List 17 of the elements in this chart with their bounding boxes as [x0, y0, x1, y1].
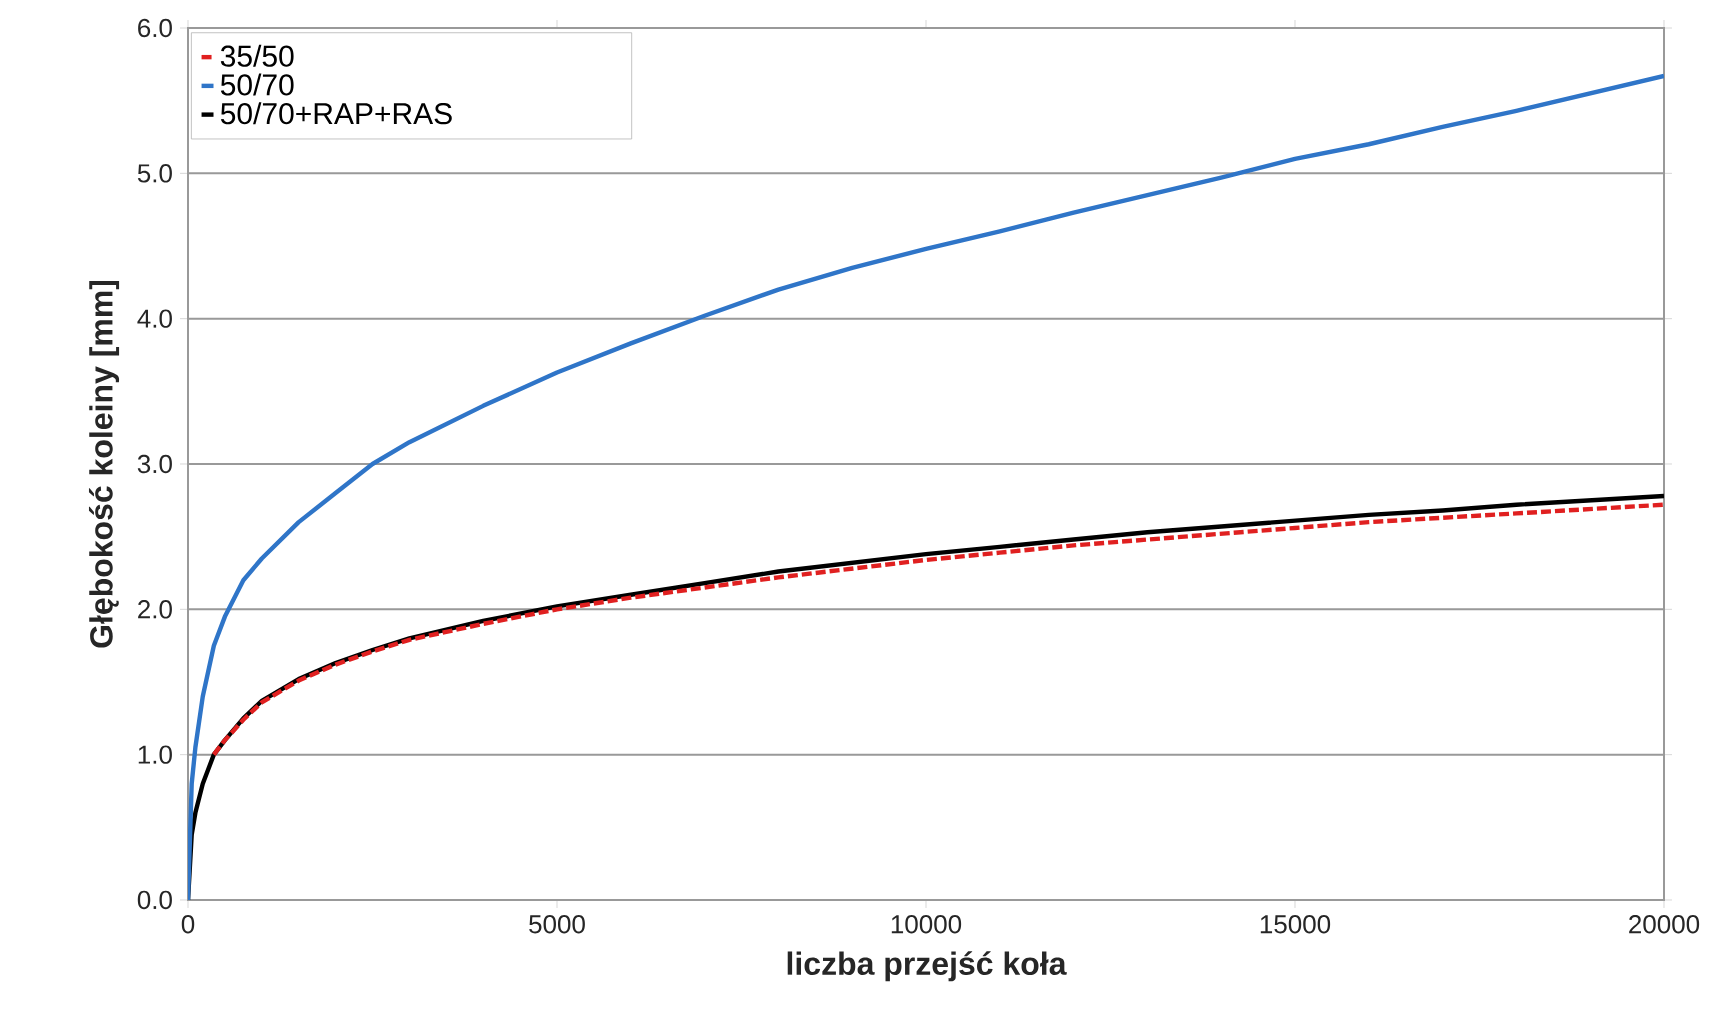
y-tick-label: 5.0	[137, 164, 172, 183]
legend-label: 50/70+RAP+RAS	[220, 102, 452, 125]
y-axis-title: Głębokość koleiny [mm]	[88, 280, 120, 648]
x-tick-label: 5000	[529, 915, 585, 934]
y-tick-label: 0.0	[137, 890, 172, 910]
y-tick-label: 1.0	[138, 745, 172, 764]
legend-label: 50/70	[220, 73, 294, 96]
x-tick-label: 20000	[1629, 915, 1700, 934]
x-axis-title: liczba przejść koła	[787, 951, 1067, 982]
x-tick-label: 15000	[1260, 915, 1331, 934]
y-tick-label: 4.0	[137, 309, 172, 328]
y-tick-label: 3.0	[137, 454, 172, 474]
y-tick-label: 2.0	[138, 600, 172, 619]
x-tick-label: 10000	[891, 915, 962, 934]
y-tick-label: 6.0	[138, 18, 172, 38]
x-tick-label: 0	[181, 915, 195, 934]
legend-label: 35/50	[220, 44, 294, 67]
